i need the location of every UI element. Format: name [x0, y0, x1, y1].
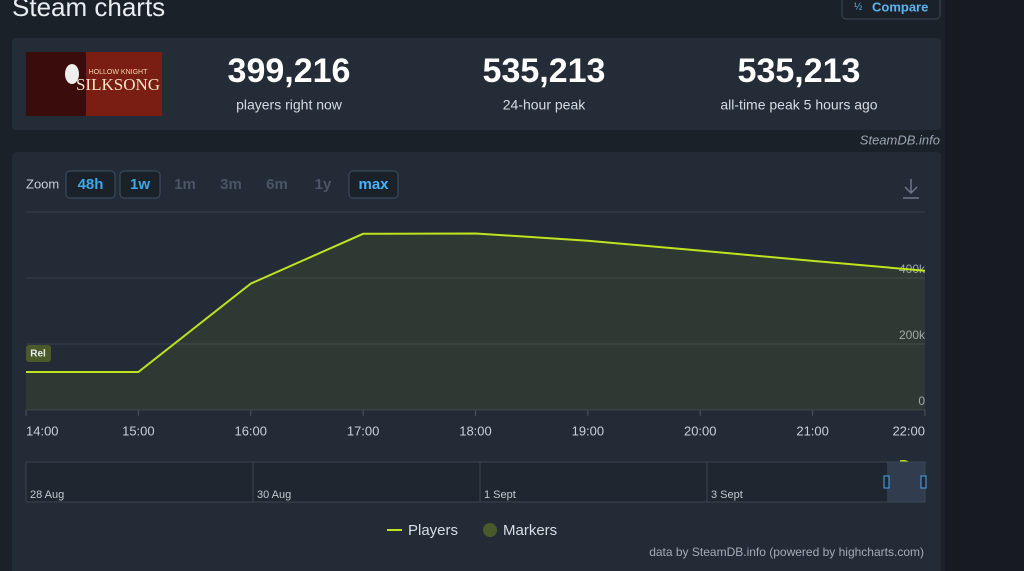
zoom-button[interactable] — [65, 170, 116, 199]
x-tick-label: 20:00 — [684, 423, 717, 438]
app-image-name: SILKSONG — [76, 75, 160, 94]
legend-label[interactable]: Players — [408, 522, 458, 539]
navigator — [25, 461, 926, 503]
zoom-option[interactable]: max — [358, 176, 389, 193]
flag — [26, 345, 51, 362]
app-image-top: HOLLOW KNIGHT — [89, 69, 148, 76]
navigator-handle[interactable] — [883, 475, 890, 489]
line — [26, 232, 926, 374]
x-tick-label: 15:00 — [122, 423, 155, 438]
navigator-label: 30 Aug — [257, 489, 291, 501]
y-tick-label: 200k — [899, 328, 926, 342]
zoom-button[interactable] — [348, 170, 399, 199]
stat-label: players right now — [236, 97, 343, 113]
navigator-label: 28 Aug — [30, 489, 64, 501]
x-tick-label: 22:00 — [892, 423, 925, 438]
stat-label: all-time peak 5 hours ago — [720, 97, 877, 113]
zoom-button[interactable] — [119, 170, 161, 199]
area — [26, 233, 925, 410]
navigator-handle[interactable] — [920, 475, 927, 489]
compare-icon: ½ — [854, 2, 863, 13]
zoom-option[interactable]: 48h — [78, 176, 104, 193]
compare-button[interactable] — [841, 0, 941, 20]
stats-panel — [12, 38, 941, 130]
zoom-option: 6m — [266, 176, 288, 193]
x-tick-label: 21:00 — [796, 423, 829, 438]
legend-marker — [483, 523, 497, 537]
x-tick-label: 17:00 — [347, 423, 380, 438]
stat-label: 24-hour peak — [503, 97, 587, 113]
zoom-label: Zoom — [26, 176, 59, 191]
navigator-window — [887, 462, 925, 502]
zoom-option: 1y — [315, 176, 332, 193]
zoom-option: 1m — [174, 176, 196, 193]
stat-value: 535,213 — [483, 52, 606, 90]
zoom-option: 3m — [220, 176, 242, 193]
credits: data by SteamDB.info (powered by highcha… — [649, 545, 924, 559]
side-strip — [945, 0, 1024, 571]
app-image-dark — [26, 52, 86, 116]
legend-label[interactable]: Markers — [503, 522, 557, 539]
source: SteamDB.info — [860, 132, 940, 147]
navigator-label: 1 Sept — [484, 489, 516, 501]
app-image-figure — [65, 64, 79, 84]
x-tick-label: 14:00 — [26, 423, 59, 438]
stat-value: 535,213 — [738, 52, 861, 90]
compare-label[interactable]: Compare — [872, 0, 928, 14]
page-title: Steam charts — [12, 0, 165, 22]
x-tick-label: 16:00 — [234, 423, 267, 438]
navigator-label: 3 Sept — [711, 489, 743, 501]
y-tick-label: 0 — [918, 394, 925, 408]
flag-label: Rel — [30, 349, 46, 360]
x-tick-label: 18:00 — [459, 423, 492, 438]
stat-value: 399,216 — [228, 52, 351, 90]
zoom-option[interactable]: 1w — [130, 176, 150, 193]
x-tick-label: 19:00 — [572, 423, 605, 438]
download-icon[interactable] — [903, 179, 919, 199]
